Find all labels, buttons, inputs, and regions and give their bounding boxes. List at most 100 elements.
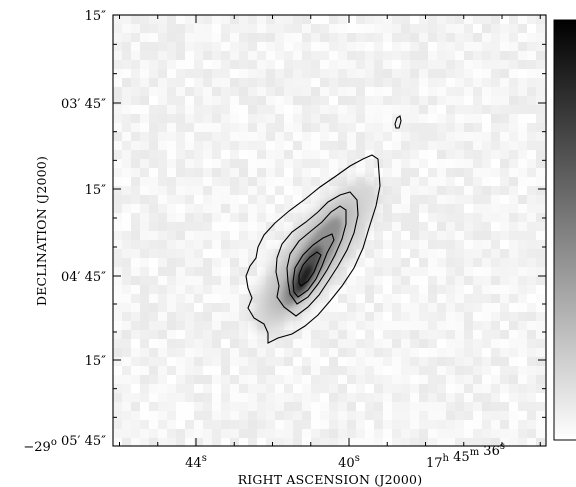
noise-pixel <box>329 366 338 375</box>
noise-pixel <box>518 33 527 42</box>
noise-pixel <box>464 285 473 294</box>
noise-pixel <box>338 339 347 348</box>
noise-pixel <box>221 393 230 402</box>
noise-pixel <box>365 357 374 366</box>
noise-pixel <box>428 402 437 411</box>
noise-pixel <box>473 384 482 393</box>
noise-pixel <box>248 231 257 240</box>
noise-pixel <box>410 177 419 186</box>
noise-pixel <box>536 321 545 330</box>
noise-pixel <box>374 429 383 438</box>
noise-pixel <box>320 177 329 186</box>
noise-pixel <box>482 15 491 24</box>
noise-pixel <box>401 114 410 123</box>
noise-pixel <box>140 24 149 33</box>
noise-pixel <box>149 321 158 330</box>
noise-pixel <box>293 24 302 33</box>
noise-pixel <box>284 24 293 33</box>
noise-pixel <box>257 375 266 384</box>
noise-pixel <box>428 321 437 330</box>
noise-pixel <box>536 276 545 285</box>
noise-pixel <box>482 429 491 438</box>
noise-pixel <box>329 393 338 402</box>
noise-pixel <box>140 141 149 150</box>
noise-pixel <box>113 240 122 249</box>
noise-pixel <box>311 357 320 366</box>
noise-pixel <box>509 240 518 249</box>
noise-pixel <box>419 222 428 231</box>
noise-pixel <box>194 132 203 141</box>
noise-pixel <box>194 159 203 168</box>
noise-pixel <box>266 429 275 438</box>
noise-pixel <box>482 213 491 222</box>
noise-pixel <box>428 114 437 123</box>
noise-pixel <box>194 87 203 96</box>
noise-pixel <box>401 258 410 267</box>
noise-pixel <box>437 321 446 330</box>
noise-pixel <box>365 303 374 312</box>
noise-pixel <box>446 303 455 312</box>
noise-pixel <box>500 123 509 132</box>
noise-pixel <box>302 186 311 195</box>
noise-pixel <box>221 330 230 339</box>
noise-pixel <box>239 321 248 330</box>
noise-pixel <box>140 132 149 141</box>
noise-pixel <box>230 321 239 330</box>
noise-pixel <box>266 123 275 132</box>
noise-pixel <box>230 276 239 285</box>
noise-pixel <box>536 393 545 402</box>
noise-pixel <box>113 321 122 330</box>
noise-pixel <box>194 51 203 60</box>
noise-pixel <box>221 276 230 285</box>
noise-pixel <box>446 33 455 42</box>
noise-pixel <box>482 348 491 357</box>
noise-pixel <box>347 420 356 429</box>
noise-pixel <box>185 33 194 42</box>
noise-pixel <box>365 24 374 33</box>
noise-pixel <box>446 285 455 294</box>
noise-pixel <box>176 168 185 177</box>
noise-pixel <box>221 258 230 267</box>
noise-pixel <box>248 105 257 114</box>
noise-pixel <box>212 267 221 276</box>
noise-pixel <box>131 195 140 204</box>
noise-pixel <box>185 438 194 446</box>
noise-pixel <box>383 231 392 240</box>
noise-pixel <box>428 222 437 231</box>
noise-pixel <box>284 420 293 429</box>
noise-pixel <box>221 114 230 123</box>
noise-pixel <box>194 375 203 384</box>
noise-pixel <box>383 411 392 420</box>
noise-pixel <box>212 69 221 78</box>
noise-pixel <box>374 51 383 60</box>
noise-pixel <box>401 51 410 60</box>
noise-pixel <box>383 15 392 24</box>
noise-pixel <box>392 24 401 33</box>
noise-pixel <box>248 177 257 186</box>
noise-pixel <box>122 240 131 249</box>
noise-pixel <box>347 258 356 267</box>
noise-pixel <box>536 312 545 321</box>
noise-pixel <box>428 312 437 321</box>
noise-pixel <box>347 132 356 141</box>
noise-pixel <box>446 321 455 330</box>
noise-pixel <box>149 132 158 141</box>
noise-pixel <box>365 429 374 438</box>
noise-pixel <box>257 366 266 375</box>
noise-pixel <box>446 420 455 429</box>
noise-pixel <box>491 159 500 168</box>
noise-pixel <box>518 249 527 258</box>
noise-pixel <box>464 294 473 303</box>
noise-pixel <box>302 195 311 204</box>
noise-pixel <box>203 303 212 312</box>
noise-pixel <box>392 42 401 51</box>
noise-pixel <box>473 348 482 357</box>
noise-pixel <box>158 384 167 393</box>
noise-pixel <box>311 375 320 384</box>
noise-pixel <box>374 150 383 159</box>
noise-pixel <box>401 177 410 186</box>
noise-pixel <box>122 123 131 132</box>
noise-pixel <box>446 294 455 303</box>
noise-pixel <box>482 438 491 446</box>
noise-pixel <box>194 411 203 420</box>
